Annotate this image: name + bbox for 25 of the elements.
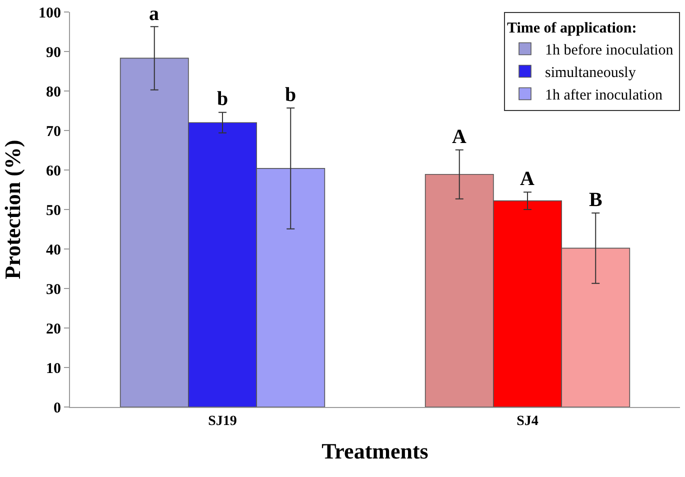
legend-label: 1h before inoculation (545, 42, 674, 59)
y-tick-label: 50 (46, 202, 61, 219)
y-tick-label: 30 (46, 282, 61, 298)
y-tick-label: 100 (38, 5, 61, 22)
legend-title: Time of application: (507, 20, 637, 36)
y-tick-label: 40 (46, 242, 61, 258)
y-tick-label: 70 (46, 124, 61, 140)
data-label: a (149, 3, 159, 25)
data-label: B (589, 189, 602, 211)
x-axis-title: Treatments (322, 438, 429, 464)
legend-label: 1h after inoculation (545, 88, 663, 104)
y-tick-label: 20 (46, 321, 61, 338)
x-tick-label: SJ19 (208, 414, 237, 429)
data-label: A (452, 126, 467, 148)
y-tick-label: 60 (46, 163, 61, 180)
data-label: b (285, 84, 296, 106)
y-tick-label: 0 (54, 400, 61, 416)
x-tick-label: SJ4 (516, 414, 538, 429)
data-label: b (217, 88, 228, 110)
y-tick-label: 90 (46, 44, 61, 61)
y-axis-title: Protection (%) (0, 140, 25, 280)
y-tick-label: 10 (46, 360, 61, 377)
legend-label: simultaneously (545, 65, 636, 82)
y-tick-label: 80 (46, 84, 61, 100)
data-label: A (520, 168, 535, 190)
